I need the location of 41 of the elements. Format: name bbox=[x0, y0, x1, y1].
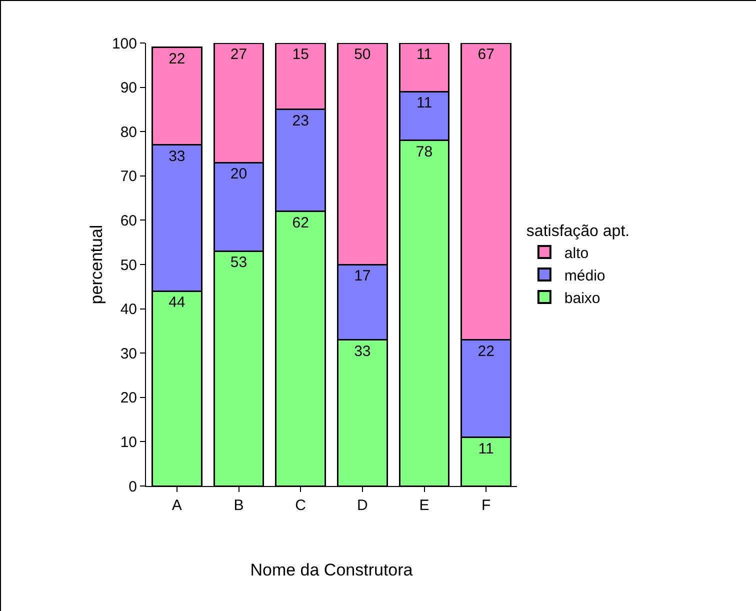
data-label: 33 bbox=[168, 148, 186, 165]
data-label: 22 bbox=[478, 342, 494, 360]
y-tick-label: 60 bbox=[120, 212, 137, 230]
y-tick-label: 20 bbox=[120, 390, 137, 407]
data-label: 62 bbox=[292, 214, 309, 232]
data-label: 15 bbox=[292, 46, 309, 63]
y-tick-label: 10 bbox=[120, 434, 137, 451]
data-label: 20 bbox=[230, 166, 248, 183]
data-label: 22 bbox=[168, 50, 186, 68]
legend-label: médio bbox=[564, 267, 606, 284]
data-label: 33 bbox=[354, 342, 371, 360]
legend-label: baixo bbox=[564, 290, 600, 307]
legend-label: alto bbox=[564, 244, 589, 262]
data-label: 27 bbox=[230, 46, 248, 63]
x-axis-title: Nome da Construtora bbox=[250, 560, 414, 580]
y-tick-label: 80 bbox=[120, 124, 137, 141]
x-tick-label: F bbox=[481, 497, 491, 514]
data-label: 50 bbox=[354, 46, 371, 63]
data-label: 67 bbox=[478, 46, 494, 63]
data-label: 44 bbox=[168, 294, 186, 312]
y-tick-label: 70 bbox=[120, 168, 137, 186]
data-label: 11 bbox=[416, 46, 432, 63]
data-label: 23 bbox=[292, 112, 309, 130]
y-tick-label: 100 bbox=[112, 35, 137, 52]
x-tick-label: C bbox=[295, 497, 306, 514]
y-tick-label: 40 bbox=[120, 301, 137, 318]
y-tick-label: 0 bbox=[128, 478, 137, 496]
x-tick-label: E bbox=[419, 497, 430, 514]
y-tick-label: 50 bbox=[120, 256, 137, 274]
data-label: 11 bbox=[478, 440, 494, 458]
data-label: 53 bbox=[230, 254, 248, 272]
x-tick-label: A bbox=[172, 497, 182, 514]
legend-title: satisfação apt. bbox=[526, 222, 630, 240]
data-label: 17 bbox=[354, 268, 371, 284]
y-axis-title: percentual bbox=[87, 224, 106, 304]
x-tick-label: D bbox=[357, 497, 368, 514]
data-label: 11 bbox=[416, 94, 432, 112]
x-tick-label: B bbox=[234, 497, 244, 514]
y-tick-label: 30 bbox=[120, 345, 137, 362]
data-label: 78 bbox=[416, 143, 433, 160]
y-tick-label: 90 bbox=[120, 80, 137, 97]
